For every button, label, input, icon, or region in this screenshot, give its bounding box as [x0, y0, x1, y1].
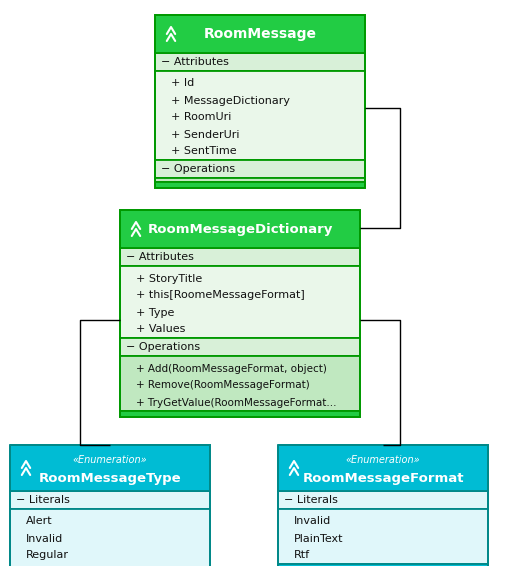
Bar: [120, 210, 360, 417]
Text: «Enumeration»: «Enumeration»: [73, 454, 147, 465]
Bar: [278, 445, 488, 566]
Text: + MessageDictionary: + MessageDictionary: [171, 96, 290, 105]
Text: + Add(RoomMessageFormat, object): + Add(RoomMessageFormat, object): [136, 363, 327, 374]
Bar: [10, 445, 210, 491]
Bar: [155, 15, 365, 53]
Text: RoomMessageFormat: RoomMessageFormat: [302, 471, 464, 484]
Text: Regular: Regular: [26, 551, 69, 560]
Bar: [120, 266, 360, 338]
Text: − Attributes: − Attributes: [126, 252, 194, 262]
Text: − Attributes: − Attributes: [161, 57, 229, 67]
Bar: [120, 210, 360, 248]
Text: + SenderUri: + SenderUri: [171, 130, 239, 139]
Bar: [155, 160, 365, 178]
Bar: [155, 182, 365, 188]
Text: PlainText: PlainText: [294, 534, 343, 543]
Text: + RoomUri: + RoomUri: [171, 113, 231, 122]
Bar: [10, 509, 210, 566]
Text: RoomMessageType: RoomMessageType: [39, 471, 181, 484]
Text: «Enumeration»: «Enumeration»: [345, 454, 420, 465]
Bar: [155, 71, 365, 160]
Text: + StoryTitle: + StoryTitle: [136, 273, 202, 284]
Text: − Literals: − Literals: [284, 495, 338, 505]
Bar: [10, 445, 210, 566]
Text: Alert: Alert: [26, 517, 53, 526]
Text: − Operations: − Operations: [161, 164, 235, 174]
Text: − Operations: − Operations: [126, 342, 200, 352]
Text: + Type: + Type: [136, 307, 174, 318]
Text: Rtf: Rtf: [294, 551, 310, 560]
Bar: [120, 411, 360, 417]
Text: + Id: + Id: [171, 79, 194, 88]
Bar: [120, 338, 360, 356]
Bar: [155, 178, 365, 182]
Bar: [278, 509, 488, 564]
Text: + Remove(RoomMessageFormat): + Remove(RoomMessageFormat): [136, 380, 310, 391]
Bar: [120, 248, 360, 266]
Bar: [278, 445, 488, 491]
Text: + TryGetValue(RoomMessageFormat...: + TryGetValue(RoomMessageFormat...: [136, 397, 336, 408]
Text: RoomMessageDictionary: RoomMessageDictionary: [147, 222, 333, 235]
Bar: [120, 356, 360, 411]
Text: + this[RoomeMessageFormat]: + this[RoomeMessageFormat]: [136, 290, 305, 301]
Bar: [155, 15, 365, 188]
Bar: [278, 564, 488, 566]
Bar: [278, 491, 488, 509]
Text: Invalid: Invalid: [294, 517, 331, 526]
Text: RoomMessage: RoomMessage: [204, 27, 316, 41]
Text: + Values: + Values: [136, 324, 185, 335]
Bar: [10, 491, 210, 509]
Text: + SentTime: + SentTime: [171, 147, 237, 157]
Bar: [155, 53, 365, 71]
Text: Invalid: Invalid: [26, 534, 64, 543]
Text: − Literals: − Literals: [16, 495, 70, 505]
